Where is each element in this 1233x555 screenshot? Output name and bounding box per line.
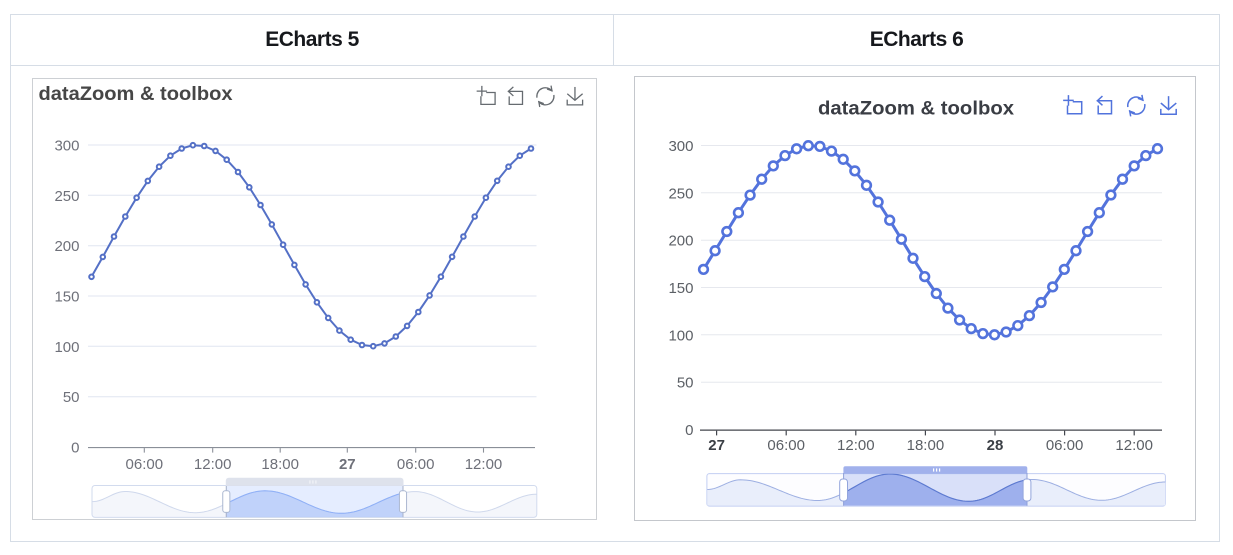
svg-text:200: 200 bbox=[668, 233, 693, 250]
svg-text:0: 0 bbox=[71, 440, 79, 457]
svg-text:18:00: 18:00 bbox=[907, 437, 945, 454]
svg-text:27: 27 bbox=[708, 437, 725, 454]
svg-text:100: 100 bbox=[668, 327, 693, 344]
svg-text:06:00: 06:00 bbox=[767, 437, 805, 454]
svg-text:12:00: 12:00 bbox=[1115, 437, 1153, 454]
svg-text:100: 100 bbox=[54, 339, 79, 356]
svg-text:300: 300 bbox=[668, 138, 693, 155]
svg-text:50: 50 bbox=[63, 389, 80, 406]
svg-text:0: 0 bbox=[685, 422, 693, 439]
svg-text:dataZoom & toolbox: dataZoom & toolbox bbox=[818, 98, 1014, 119]
svg-text:dataZoom & toolbox: dataZoom & toolbox bbox=[39, 84, 233, 105]
svg-text:06:00: 06:00 bbox=[1046, 437, 1084, 454]
svg-text:12:00: 12:00 bbox=[194, 456, 232, 473]
svg-text:12:00: 12:00 bbox=[837, 437, 875, 454]
svg-text:300: 300 bbox=[54, 138, 79, 155]
svg-text:150: 150 bbox=[54, 289, 79, 306]
svg-text:200: 200 bbox=[54, 238, 79, 255]
svg-text:50: 50 bbox=[677, 375, 694, 392]
svg-text:250: 250 bbox=[54, 188, 79, 205]
svg-text:150: 150 bbox=[668, 280, 693, 297]
svg-text:12:00: 12:00 bbox=[465, 456, 503, 473]
svg-text:06:00: 06:00 bbox=[126, 456, 164, 473]
svg-text:28: 28 bbox=[987, 437, 1004, 454]
svg-text:250: 250 bbox=[668, 185, 693, 202]
svg-text:27: 27 bbox=[339, 456, 356, 473]
svg-text:18:00: 18:00 bbox=[261, 456, 299, 473]
svg-text:06:00: 06:00 bbox=[397, 456, 435, 473]
